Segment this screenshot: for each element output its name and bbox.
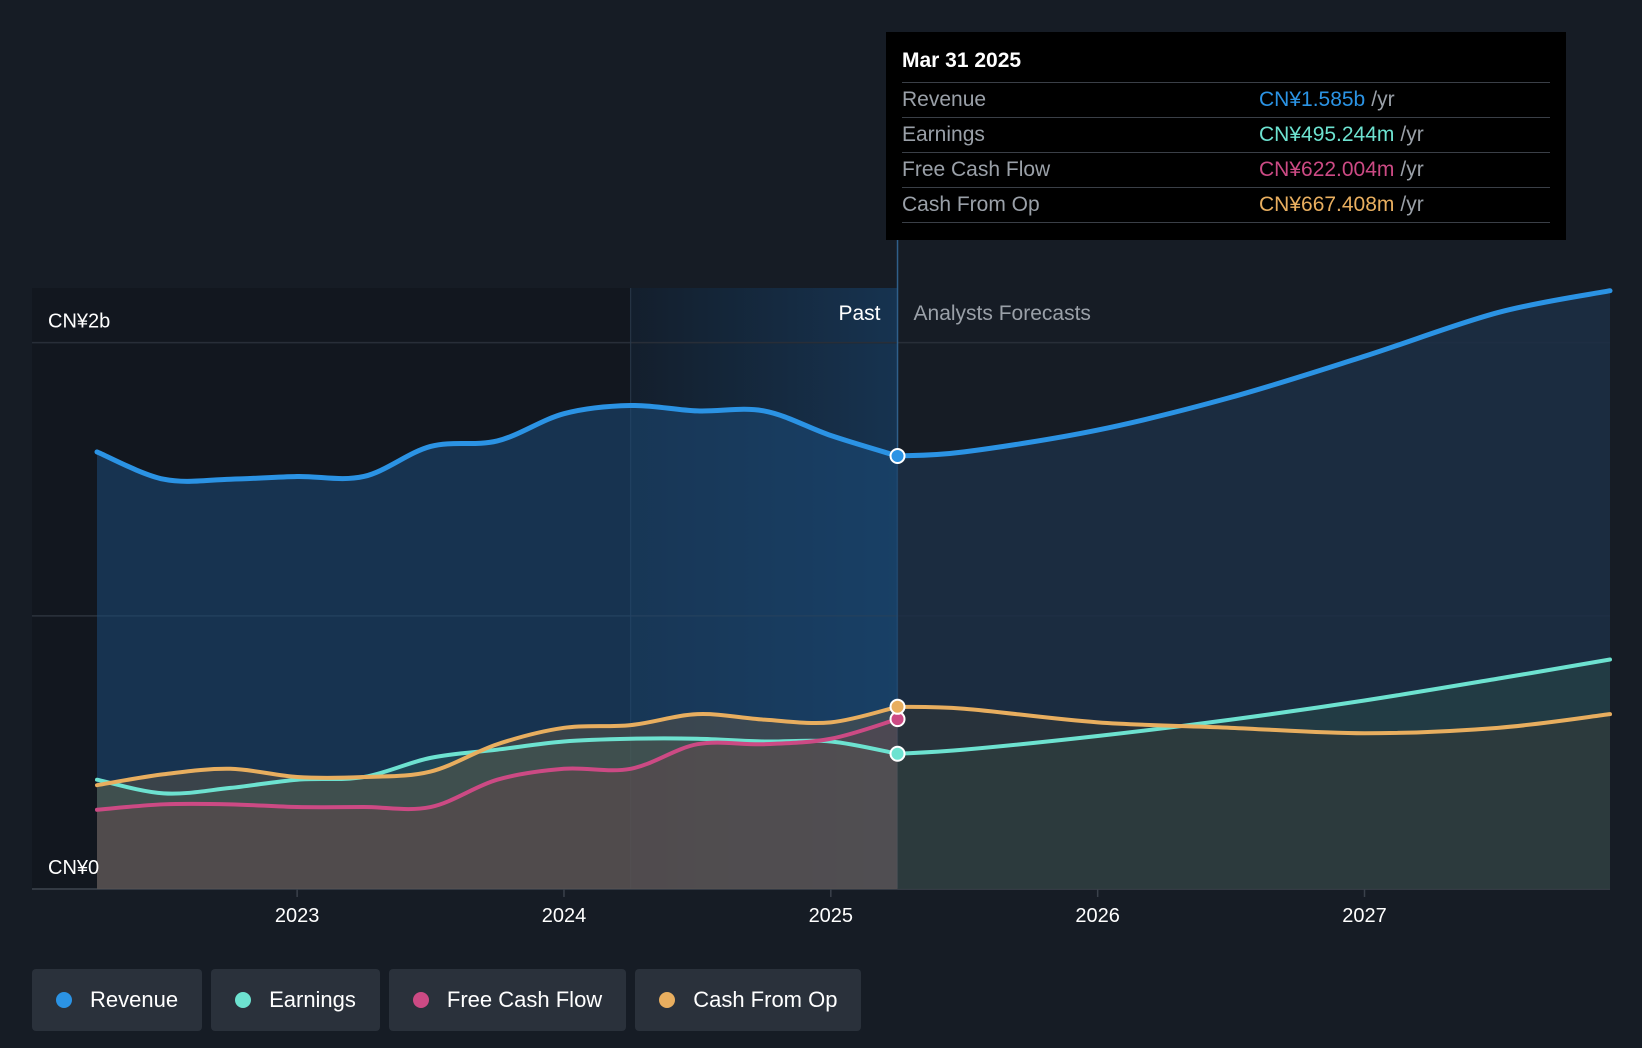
area-forecast-cash-from-op [897,706,1610,889]
area-past-cash-from-op [97,706,898,889]
x-tick-label: 2023 [275,905,320,927]
legend-dot-icon [412,992,429,1008]
legend-label: Cash From Op [693,987,838,1012]
line-forecast-revenue [895,288,1613,459]
tooltip-row-cash-from-op: Cash From Op CN¥667.408m /yr [902,188,1550,223]
tooltip-value: CN¥622.004m [1259,158,1395,181]
tooltip: Mar 31 2025 Revenue CN¥1.585b /yr Earnin… [886,32,1566,240]
tooltip-value: CN¥495.244m [1259,123,1395,146]
tooltip-label: Cash From Op [902,193,1040,216]
past-label: Past [838,302,880,325]
tooltip-unit: /yr [1400,193,1424,216]
area-forecast-earnings [897,659,1610,889]
legend-item-revenue[interactable]: Revenue [32,969,203,1031]
y-tick-label: CN¥0 [48,857,99,879]
tooltip-unit: /yr [1371,88,1395,111]
legend-label: Earnings [269,987,356,1012]
tooltip-row-earnings: Earnings CN¥495.244m /yr [902,118,1550,153]
area-past-free-cash-flow [97,719,898,889]
tooltip-label: Free Cash Flow [902,158,1051,181]
tooltip-date: Mar 31 2025 [902,46,1550,83]
tooltip-row-revenue: Revenue CN¥1.585b /yr [902,83,1550,118]
legend-item-cash-from-op[interactable]: Cash From Op [635,969,862,1031]
legend-label: Free Cash Flow [446,987,603,1012]
line-past-free-cash-flow [95,717,900,812]
legend: Revenue Earnings Free Cash Flow Cash Fro… [32,969,862,1031]
legend-dot-icon [56,992,72,1008]
x-tick-label: 2027 [1342,905,1387,927]
marker-revenue [889,448,906,465]
tooltip-value: CN¥667.408m [1259,193,1395,216]
x-tick-label: 2026 [1075,905,1120,927]
line-past-earnings [95,736,900,796]
legend-dot-icon [659,992,676,1008]
tooltip-row-free-cash-flow: Free Cash Flow CN¥622.004m /yr [902,153,1550,188]
forecast-label: Analysts Forecasts [914,302,1091,325]
legend-item-free-cash-flow[interactable]: Free Cash Flow [388,969,627,1031]
line-forecast-cash-from-op [895,704,1612,736]
tooltip-unit: /yr [1400,158,1424,181]
line-forecast-earnings [895,657,1612,756]
tooltip-label: Earnings [902,123,985,146]
legend-label: Revenue [90,987,179,1012]
legend-item-earnings[interactable]: Earnings [211,969,380,1031]
tooltip-label: Revenue [902,88,987,111]
line-past-revenue [94,402,901,484]
x-tick-label: 2025 [809,905,854,927]
y-tick-label: CN¥2b [48,311,110,333]
legend-dot-icon [235,992,252,1008]
area-past-revenue [97,405,898,889]
x-tick-label: 2024 [542,905,587,927]
tooltip-unit: /yr [1400,123,1424,146]
area-past-earnings [97,738,898,889]
line-past-cash-from-op [95,704,900,788]
marker-earnings [889,745,906,762]
marker-cash-from-op [889,698,906,715]
tooltip-value: CN¥1.585b [1259,88,1366,111]
